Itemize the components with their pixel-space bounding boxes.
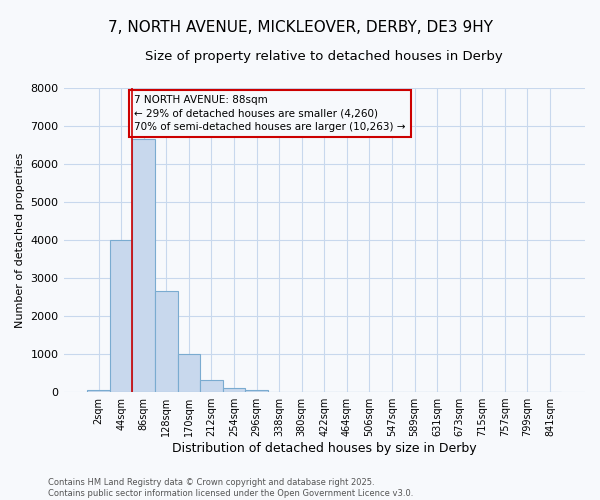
Bar [200, 380, 223, 392]
X-axis label: Distribution of detached houses by size in Derby: Distribution of detached houses by size … [172, 442, 476, 455]
Bar [133, 139, 155, 392]
Text: Contains HM Land Registry data © Crown copyright and database right 2025.
Contai: Contains HM Land Registry data © Crown c… [48, 478, 413, 498]
Bar [223, 388, 245, 392]
Bar [155, 292, 178, 392]
Bar [245, 390, 268, 392]
Bar [178, 354, 200, 392]
Y-axis label: Number of detached properties: Number of detached properties [15, 152, 25, 328]
Title: Size of property relative to detached houses in Derby: Size of property relative to detached ho… [145, 50, 503, 63]
Bar [87, 390, 110, 392]
Text: 7, NORTH AVENUE, MICKLEOVER, DERBY, DE3 9HY: 7, NORTH AVENUE, MICKLEOVER, DERBY, DE3 … [107, 20, 493, 35]
Text: 7 NORTH AVENUE: 88sqm
← 29% of detached houses are smaller (4,260)
70% of semi-d: 7 NORTH AVENUE: 88sqm ← 29% of detached … [134, 96, 406, 132]
Bar [110, 240, 133, 392]
